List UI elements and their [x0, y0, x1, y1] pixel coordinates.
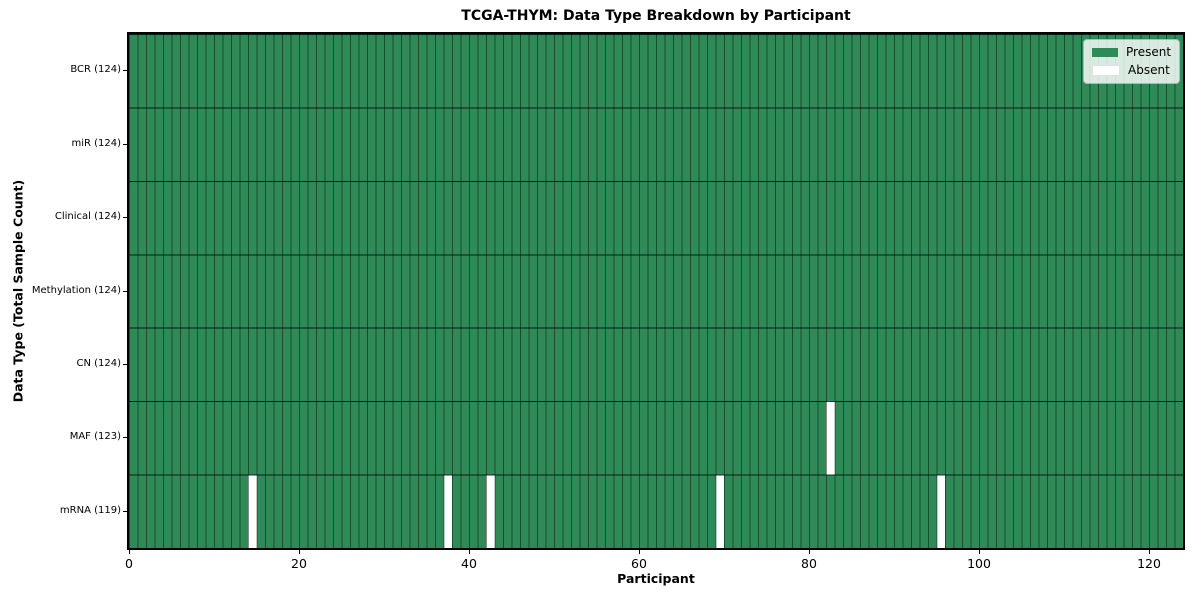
y-tick-label: miR (124): [71, 137, 121, 149]
x-tick-label: 120: [1137, 556, 1161, 571]
legend-item-absent: Absent: [1092, 63, 1171, 78]
y-tick-label: MAF (123): [69, 431, 121, 443]
y-tick-label: Clinical (124): [54, 211, 121, 223]
y-tick-mark: [123, 363, 127, 365]
y-tick-label: mRNA (119): [59, 504, 121, 516]
x-tick-label: 80: [801, 556, 817, 571]
absent-cell: [443, 474, 452, 548]
grid-overlay: [129, 34, 1183, 548]
y-tick-mark: [123, 70, 127, 72]
y-tick-label: BCR (124): [70, 64, 121, 76]
legend-label-absent: Absent: [1128, 63, 1170, 78]
y-tick-mark: [123, 217, 127, 219]
absent-cell: [715, 474, 724, 548]
absent-cell: [248, 474, 257, 548]
x-tick-mark: [638, 550, 640, 554]
legend: Present Absent: [1083, 39, 1180, 85]
x-tick-mark: [468, 550, 470, 554]
absent-cell: [826, 401, 835, 475]
legend-label-present: Present: [1126, 45, 1172, 59]
y-tick-label: Methylation (124): [31, 284, 121, 296]
x-tick-mark: [1148, 550, 1150, 554]
y-tick-mark: [123, 290, 127, 292]
x-axis-label: Participant: [617, 571, 695, 586]
x-tick-label: 0: [125, 556, 133, 571]
legend-item-present: Present: [1092, 45, 1172, 59]
y-tick-mark: [123, 437, 127, 439]
x-tick-label: 20: [291, 556, 307, 571]
y-tick-label: CN (124): [76, 357, 121, 369]
y-tick-mark: [123, 510, 127, 512]
x-tick-label: 100: [967, 556, 991, 571]
x-tick-mark: [808, 550, 810, 554]
chart-title: TCGA-THYM: Data Type Breakdown by Partic…: [461, 8, 851, 24]
x-tick-mark: [978, 550, 980, 554]
absent-swatch-icon: [1092, 65, 1120, 77]
x-tick-mark: [298, 550, 300, 554]
absent-cell: [486, 474, 495, 548]
x-tick-mark: [128, 550, 130, 554]
x-tick-label: 60: [631, 556, 647, 571]
absent-cell: [936, 474, 945, 548]
x-tick-label: 40: [461, 556, 477, 571]
heatmap-plot-area: [129, 34, 1183, 548]
y-tick-mark: [123, 143, 127, 145]
present-swatch-icon: [1092, 48, 1118, 58]
